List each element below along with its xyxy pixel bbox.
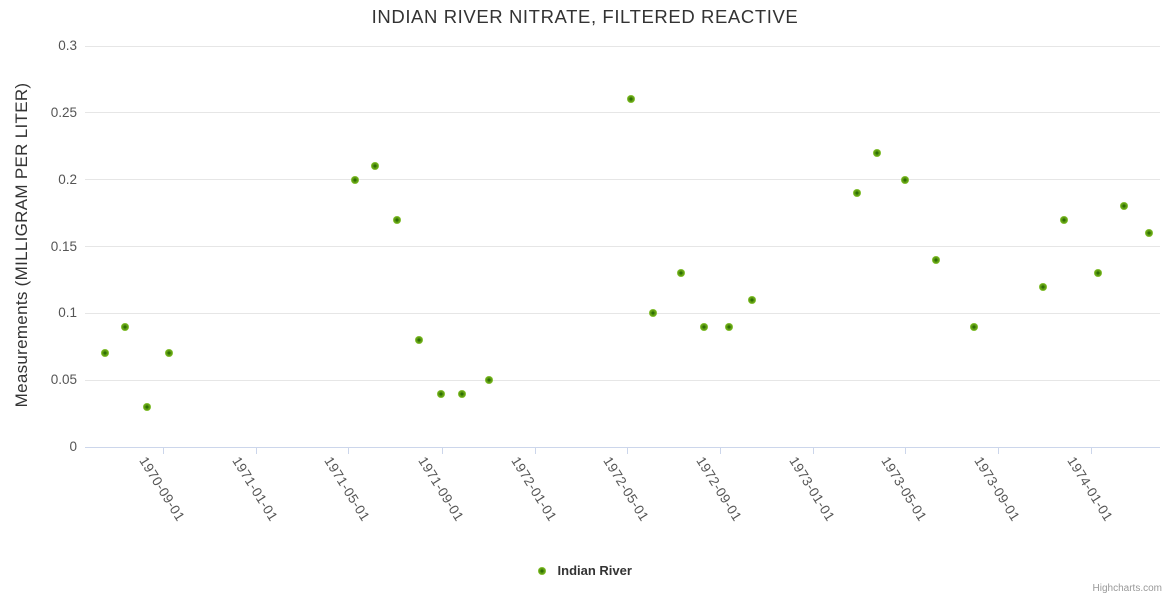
scatter-point[interactable]: [970, 322, 979, 331]
y-gridline: [85, 45, 1160, 47]
scatter-point[interactable]: [873, 148, 882, 157]
chart-title: INDIAN RIVER NITRATE, FILTERED REACTIVE: [371, 6, 799, 27]
x-axis-tick: [441, 448, 443, 454]
x-axis-tick: [626, 448, 628, 454]
scatter-point[interactable]: [371, 162, 380, 171]
scatter-point[interactable]: [121, 322, 130, 331]
y-axis-tick-label: 0: [69, 439, 77, 454]
x-axis-tick: [163, 448, 165, 454]
scatter-point[interactable]: [649, 309, 658, 318]
scatter-point[interactable]: [932, 255, 940, 264]
x-axis-tick-label: 1970-09-01: [136, 454, 189, 524]
y-axis-tick-label: 0.15: [50, 238, 77, 254]
y-axis-tick-label: 0.1: [58, 305, 77, 321]
x-axis-line: [85, 447, 1160, 448]
scatter-point[interactable]: [1144, 229, 1153, 238]
x-axis-tick: [720, 448, 722, 454]
x-axis-tick: [347, 448, 349, 454]
scatter-point[interactable]: [748, 295, 757, 304]
x-axis-tick: [813, 448, 815, 454]
x-axis-tick: [256, 448, 258, 454]
scatter-point[interactable]: [1120, 202, 1129, 211]
scatter-point[interactable]: [100, 349, 109, 358]
y-axis-tick-label: 0.05: [50, 372, 77, 388]
x-axis-tick-label: 1973-09-01: [971, 454, 1024, 524]
x-axis-tick: [1091, 448, 1093, 454]
scatter-point[interactable]: [852, 189, 861, 198]
scatter-point[interactable]: [699, 322, 708, 331]
scatter-point[interactable]: [900, 175, 909, 184]
scatter-point[interactable]: [1093, 269, 1102, 278]
highcharts-credit-link[interactable]: Highcharts.com: [1092, 583, 1162, 594]
y-axis-tick-label: 0.2: [58, 171, 77, 187]
scatter-point[interactable]: [164, 349, 173, 358]
y-gridline: [85, 379, 1160, 381]
y-gridline: [85, 246, 1160, 247]
y-axis-tick-label: 0.3: [58, 38, 77, 53]
scatter-point[interactable]: [458, 389, 467, 398]
x-axis-tick-label: 1973-05-01: [878, 454, 930, 524]
y-gridline: [85, 312, 1160, 314]
x-axis-tick: [998, 448, 1000, 454]
scatter-point[interactable]: [436, 389, 445, 398]
x-axis-tick-label: 1972-01-01: [507, 454, 560, 524]
scatter-point[interactable]: [393, 215, 402, 224]
x-axis-tick-label: 1971-05-01: [321, 454, 373, 524]
legend-series-label: Indian River: [557, 563, 632, 579]
x-axis-tick-label: 1974-01-01: [1064, 454, 1117, 524]
x-axis-tick-label: 1973-01-01: [786, 454, 839, 524]
scatter-point[interactable]: [1060, 215, 1068, 224]
x-axis-tick-label: 1971-09-01: [414, 454, 467, 524]
scatter-point[interactable]: [484, 376, 493, 385]
scatter-point[interactable]: [627, 95, 636, 104]
scatter-point[interactable]: [143, 402, 152, 411]
y-gridline: [85, 179, 1160, 181]
scatter-point[interactable]: [350, 175, 359, 184]
scatter-point[interactable]: [676, 269, 685, 278]
x-axis-tick: [904, 448, 906, 454]
x-axis-tick-label: 1972-05-01: [599, 454, 652, 524]
y-axis-tick-label: 0.25: [50, 104, 77, 120]
legend-item-indian-river[interactable]: Indian River: [0, 562, 1170, 580]
scatter-point[interactable]: [724, 322, 733, 331]
x-axis-tick: [534, 448, 536, 454]
x-axis-tick-label: 1972-09-01: [693, 454, 746, 524]
y-gridline: [85, 112, 1160, 114]
scatter-point[interactable]: [1038, 282, 1047, 291]
legend-marker-icon: [538, 566, 547, 575]
scatter-point[interactable]: [414, 336, 423, 345]
x-axis-tick-label: 1971-01-01: [229, 454, 282, 524]
